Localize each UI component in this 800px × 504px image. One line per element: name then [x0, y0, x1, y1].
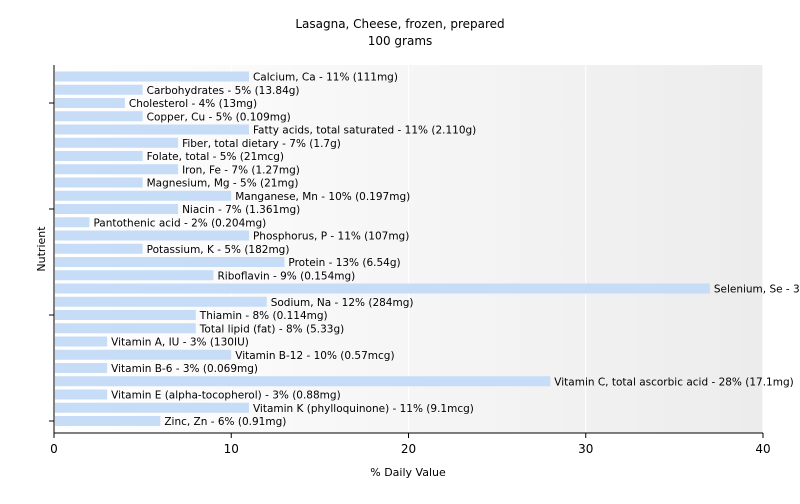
- bar-label: Fatty acids, total saturated - 11% (2.11…: [253, 125, 476, 137]
- x-tick-label: 0: [50, 442, 58, 456]
- bar-label: Vitamin B-12 - 10% (0.57mcg): [235, 350, 394, 362]
- bar-label: Cholesterol - 4% (13mg): [129, 98, 257, 110]
- bar: [55, 190, 232, 201]
- bar: [55, 124, 249, 135]
- bar: [55, 177, 143, 188]
- bar-label: Vitamin K (phylloquinone) - 11% (9.1mcg): [253, 403, 474, 415]
- bar: [55, 349, 232, 360]
- bar: [55, 389, 108, 400]
- bar: [55, 402, 249, 413]
- bar: [55, 257, 285, 267]
- bar: [55, 151, 143, 161]
- bar-label: Pantothenic acid - 2% (0.204mg): [93, 217, 266, 229]
- bar-label: Iron, Fe - 7% (1.27mg): [182, 164, 300, 176]
- x-tick-label: 20: [401, 442, 416, 456]
- bar-label: Protein - 13% (6.54g): [288, 257, 400, 269]
- bar-label: Phosphorus, P - 11% (107mg): [253, 231, 409, 243]
- bar-label: Calcium, Ca - 11% (111mg): [253, 72, 398, 84]
- bar-label: Vitamin E (alpha-tocopherol) - 3% (0.88m…: [111, 390, 340, 402]
- bar-label: Riboflavin - 9% (0.154mg): [218, 270, 356, 282]
- bar: [55, 296, 267, 307]
- bar: [55, 363, 108, 373]
- chart-subtitle: 100 grams: [368, 34, 433, 48]
- bar-label: Sodium, Na - 12% (284mg): [271, 297, 414, 309]
- bar-label: Zinc, Zn - 6% (0.91mg): [164, 416, 286, 428]
- bar: [55, 204, 179, 214]
- bar: [55, 323, 196, 334]
- bar-label: Vitamin C, total ascorbic acid - 28% (17…: [554, 376, 793, 388]
- bar-label: Vitamin B-6 - 3% (0.069mg): [111, 363, 258, 375]
- x-tick-label: 30: [578, 442, 593, 456]
- bar-label: Total lipid (fat) - 8% (5.33g): [199, 323, 344, 335]
- bar-label: Niacin - 7% (1.361mg): [182, 204, 300, 216]
- bar: [55, 84, 143, 95]
- bar: [55, 164, 179, 175]
- bar: [55, 71, 249, 82]
- bar-label: Manganese, Mn - 10% (0.197mg): [235, 191, 410, 203]
- bar-label: Potassium, K - 5% (182mg): [147, 244, 290, 256]
- bar: [55, 98, 125, 108]
- bar: [55, 283, 710, 294]
- bar: [55, 230, 249, 241]
- bar: [55, 336, 108, 347]
- bar: [55, 217, 90, 228]
- bar: [55, 416, 161, 426]
- bar: [55, 376, 551, 387]
- bar-label: Selenium, Se - 37% (26.2mcg): [714, 284, 800, 296]
- bar: [55, 270, 214, 281]
- bar-label: Carbohydrates - 5% (13.84g): [147, 85, 300, 97]
- bar: [55, 243, 143, 254]
- x-tick-label: 10: [224, 442, 239, 456]
- bar-label: Folate, total - 5% (21mcg): [147, 151, 284, 163]
- x-tick-label: 40: [755, 442, 770, 456]
- bars: [55, 71, 710, 426]
- bar-label: Thiamin - 8% (0.114mg): [199, 310, 328, 322]
- bar: [55, 310, 196, 320]
- x-axis-label: % Daily Value: [370, 466, 446, 479]
- bar-label: Magnesium, Mg - 5% (21mg): [147, 178, 299, 190]
- bar-labels: Calcium, Ca - 11% (111mg)Carbohydrates -…: [93, 72, 800, 429]
- bar: [55, 137, 179, 148]
- y-axis-label: Nutrient: [35, 226, 48, 272]
- chart-title: Lasagna, Cheese, frozen, prepared: [295, 17, 504, 31]
- axes: 0 10 20 30 40: [49, 65, 771, 456]
- bar-label: Vitamin A, IU - 3% (130IU): [111, 337, 249, 349]
- bar-label: Copper, Cu - 5% (0.109mg): [147, 111, 291, 123]
- bar-label: Fiber, total dietary - 7% (1.7g): [182, 138, 341, 150]
- bar: [55, 111, 143, 122]
